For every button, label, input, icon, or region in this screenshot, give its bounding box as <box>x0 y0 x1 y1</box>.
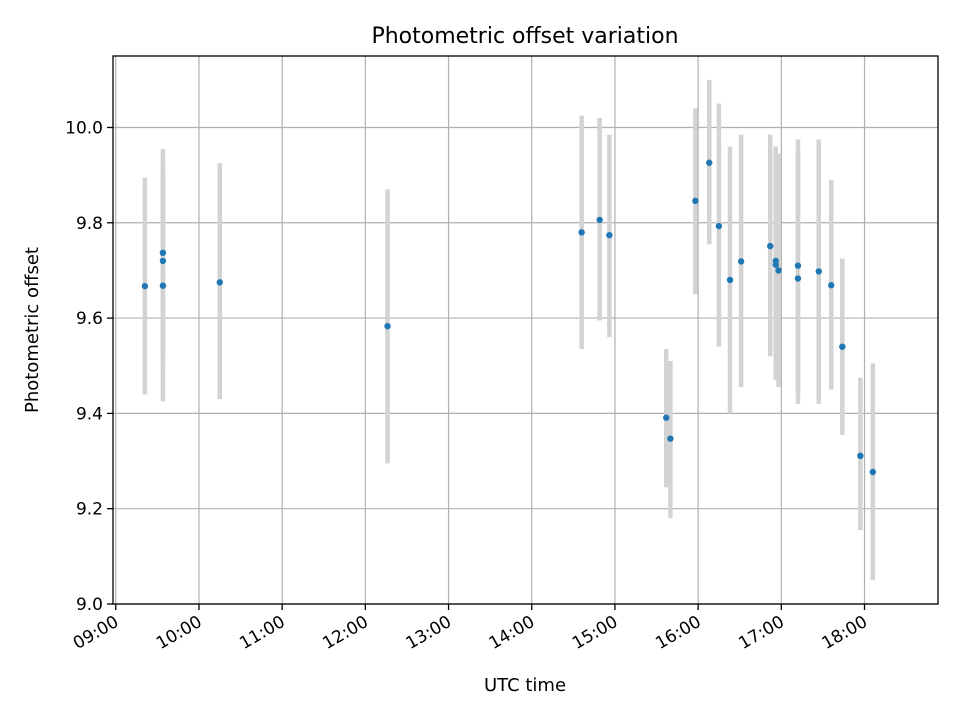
data-point <box>596 216 603 224</box>
y-tick-label: 9.0 <box>76 595 103 615</box>
data-point <box>772 261 779 268</box>
data-point <box>839 343 846 350</box>
x-axis-label: UTC time <box>484 675 566 696</box>
data-point <box>828 282 835 289</box>
y-tick-label: 10.0 <box>65 118 103 138</box>
data-point <box>692 197 699 205</box>
y-tick-label: 9.6 <box>76 309 103 329</box>
data-point <box>384 322 391 330</box>
data-point <box>159 257 167 265</box>
data-point <box>767 242 774 250</box>
data-point <box>794 262 802 269</box>
x-tick-label: 15:00 <box>569 612 621 654</box>
data-point <box>737 258 745 265</box>
y-tick-label: 9.2 <box>76 500 103 520</box>
x-tick-label: 10:00 <box>153 612 205 654</box>
grid-lines <box>113 56 938 605</box>
x-tick-label: 12:00 <box>319 612 371 654</box>
x-tick-label: 13:00 <box>403 612 455 654</box>
x-tick-label: 09:00 <box>70 612 122 654</box>
y-tick-label: 9.4 <box>76 404 103 424</box>
data-point <box>216 279 223 286</box>
data-point <box>775 267 782 274</box>
data-point <box>715 222 723 230</box>
data-point <box>794 275 802 282</box>
data-point <box>815 268 822 275</box>
error-bars <box>142 79 876 581</box>
x-tick-label: 17:00 <box>735 612 787 654</box>
data-point <box>869 468 877 476</box>
data-point <box>663 414 670 421</box>
x-axis-ticks: 09:00 10:00 11:00 12:00 13:00 14:00 15:00 16:00… <box>70 604 871 654</box>
data-point <box>726 276 734 284</box>
y-axis-label: Photometric offset <box>22 247 43 413</box>
data-point <box>606 231 613 239</box>
data-point <box>159 249 167 257</box>
plot-frame <box>112 55 939 605</box>
x-tick-label: 11:00 <box>236 612 288 654</box>
data-points <box>141 159 877 476</box>
y-axis-ticks: 9.0 9.2 9.4 9.6 9.8 10.0 <box>65 118 113 615</box>
data-point <box>667 435 674 442</box>
x-tick-label: 14:00 <box>486 612 538 654</box>
x-tick-label: 18:00 <box>819 612 871 654</box>
y-tick-label: 9.8 <box>76 214 103 234</box>
data-point <box>159 282 167 289</box>
x-tick-label: 16:00 <box>652 612 704 654</box>
data-point <box>141 282 149 290</box>
data-point <box>578 229 585 236</box>
data-point <box>706 159 713 166</box>
chart-title: Photometric offset variation <box>371 24 678 49</box>
data-point <box>857 452 864 460</box>
